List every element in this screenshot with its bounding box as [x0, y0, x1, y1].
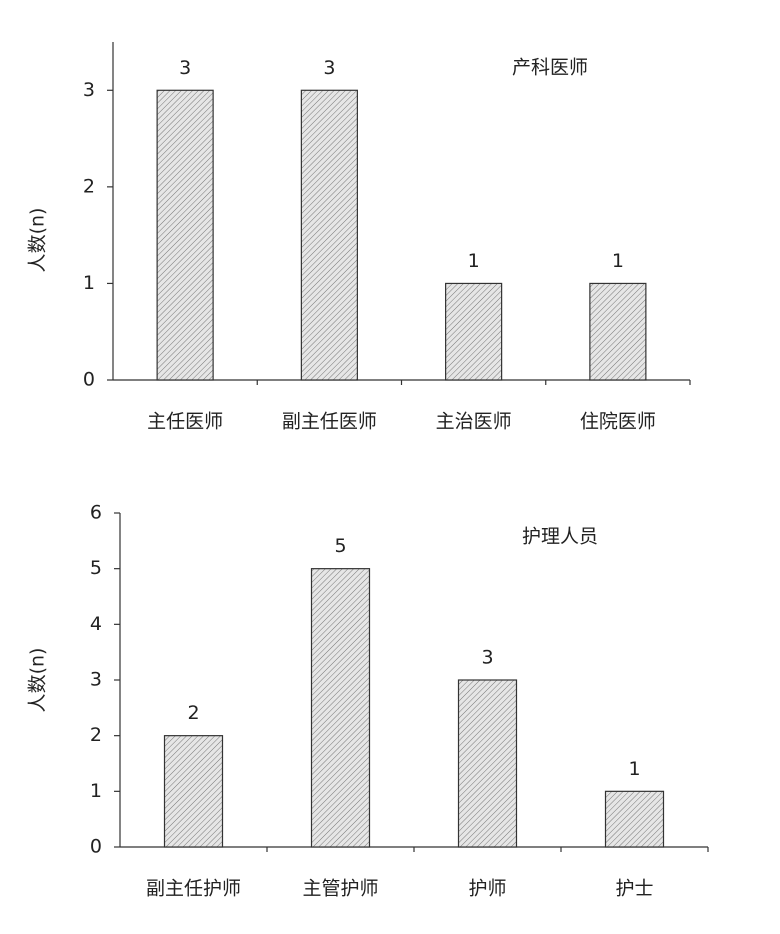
y-axis-label: 人数(n): [27, 208, 49, 273]
bar: [310, 568, 371, 848]
y-tick-label: 5: [90, 557, 102, 579]
data-label: 1: [628, 758, 640, 780]
data-label: 5: [334, 535, 346, 557]
data-label: 3: [481, 647, 493, 669]
bar: [604, 790, 665, 848]
y-tick-label: 2: [83, 175, 95, 197]
x-tick-label: 护士: [615, 878, 653, 900]
y-tick-label: 1: [90, 780, 102, 802]
chart-title: 产科医师: [512, 57, 588, 79]
bar: [300, 89, 358, 381]
data-label: 3: [323, 57, 335, 79]
bar: [457, 679, 518, 848]
y-tick-label: 2: [90, 724, 102, 746]
data-label: 1: [468, 250, 480, 272]
y-tick-label: 1: [83, 272, 95, 294]
bar: [445, 282, 503, 381]
x-tick-label: 护师: [468, 878, 506, 900]
y-tick-label: 3: [90, 669, 102, 691]
x-tick-label: 副主任护师: [146, 878, 241, 900]
data-label: 1: [612, 250, 624, 272]
y-tick-label: 3: [83, 79, 95, 101]
y-tick-label: 4: [90, 613, 102, 635]
data-label: 2: [187, 702, 199, 724]
x-tick-label: 副主任医师: [282, 411, 377, 433]
y-tick-label: 6: [90, 502, 102, 524]
y-tick-label: 0: [90, 836, 102, 858]
bar: [589, 282, 647, 381]
bar: [163, 735, 224, 848]
x-tick-label: 主任医师: [147, 411, 223, 433]
y-tick-label: 0: [83, 369, 95, 391]
x-tick-label: 住院医师: [580, 411, 656, 433]
x-tick-label: 主治医师: [436, 411, 512, 433]
chart-title: 护理人员: [522, 526, 598, 548]
bar: [156, 89, 214, 381]
data-label: 3: [179, 57, 191, 79]
x-tick-label: 主管护师: [302, 878, 378, 900]
y-axis-label: 人数(n): [27, 648, 49, 713]
